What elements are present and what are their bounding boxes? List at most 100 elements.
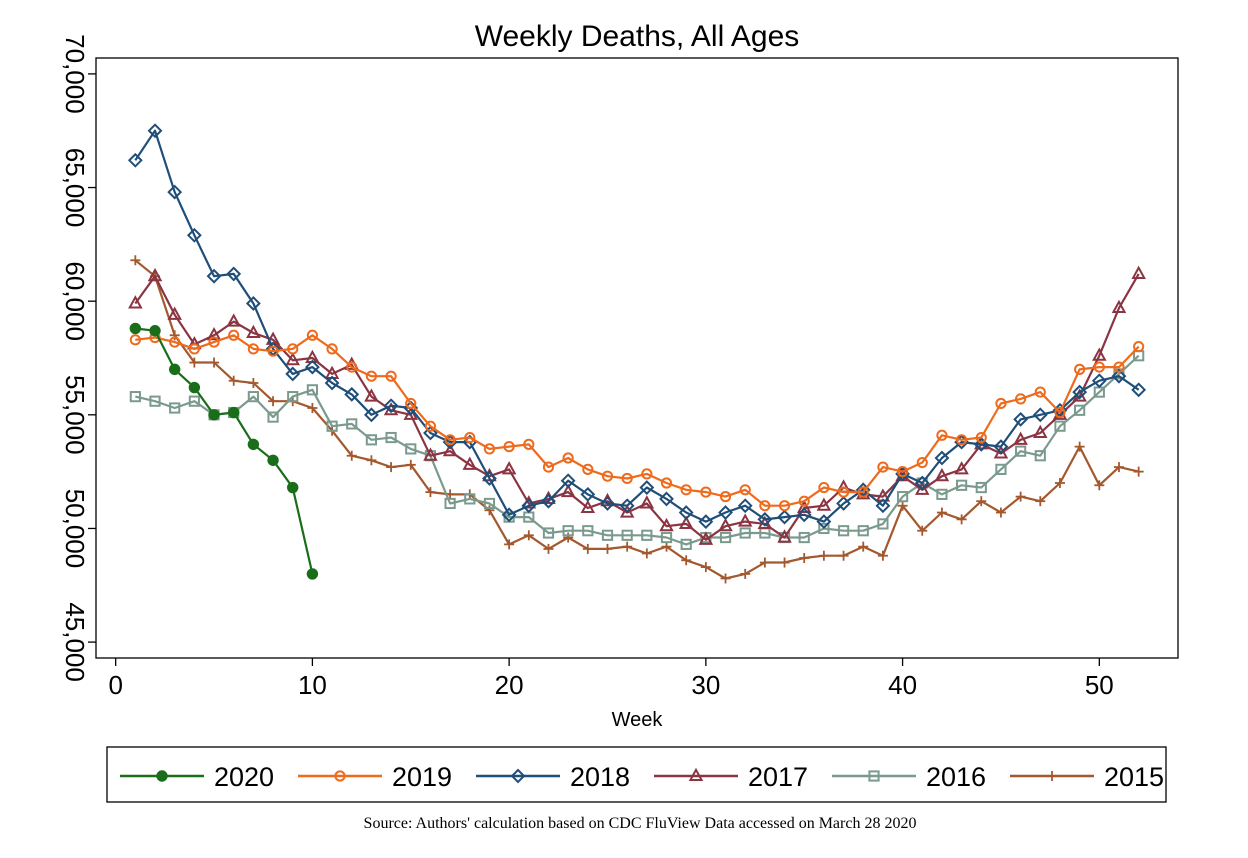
point-2018-week-36 bbox=[816, 514, 832, 530]
point-2017-week-30 bbox=[698, 531, 714, 545]
point-2019-week-31 bbox=[719, 491, 732, 503]
point-2015-week-6 bbox=[228, 375, 239, 386]
point-2020-week-8 bbox=[267, 454, 279, 466]
point-2016-week-47 bbox=[1034, 450, 1046, 462]
y-tick-label: 70,000 bbox=[60, 34, 90, 114]
point-2015-week-24 bbox=[582, 543, 593, 554]
point-2017-week-34 bbox=[777, 529, 792, 543]
series-line-2016 bbox=[135, 354, 1140, 546]
point-2019-week-9 bbox=[287, 343, 299, 355]
point-2017-week-29 bbox=[678, 515, 694, 529]
point-2017-week-3 bbox=[167, 306, 182, 320]
point-2015-week-39 bbox=[877, 550, 888, 561]
point-2016-week-37 bbox=[837, 525, 850, 537]
point-2015-week-5 bbox=[209, 357, 220, 368]
point-2018-week-23 bbox=[560, 473, 576, 489]
point-2016-week-9 bbox=[287, 391, 299, 403]
point-2018-week-16 bbox=[423, 425, 438, 441]
point-2018-week-42 bbox=[934, 450, 950, 466]
point-2019-week-23 bbox=[562, 452, 574, 464]
legend-item-2017: 2017 bbox=[654, 762, 808, 792]
point-2016-week-26 bbox=[621, 529, 633, 541]
point-2015-week-47 bbox=[1035, 496, 1046, 507]
point-2020-week-4 bbox=[188, 381, 201, 394]
point-2015-week-44 bbox=[976, 496, 987, 507]
point-2017-week-16 bbox=[423, 447, 438, 461]
point-2017-week-43 bbox=[954, 461, 969, 475]
y-tick-label: 60,000 bbox=[60, 261, 90, 341]
point-2016-week-42 bbox=[936, 488, 948, 500]
point-2019-week-52 bbox=[1133, 341, 1145, 353]
point-2019-week-51 bbox=[1113, 361, 1125, 373]
point-2018-week-35 bbox=[796, 507, 812, 523]
point-2020-week-9 bbox=[287, 481, 299, 494]
point-2016-week-27 bbox=[641, 529, 653, 541]
point-2015-week-15 bbox=[405, 459, 416, 470]
point-2019-week-49 bbox=[1074, 363, 1086, 375]
point-2016-week-32 bbox=[739, 527, 751, 539]
point-2015-week-37 bbox=[838, 550, 849, 561]
point-2018-week-32 bbox=[737, 498, 753, 514]
point-2015-week-34 bbox=[779, 557, 790, 568]
point-2020-week-1 bbox=[129, 322, 142, 335]
point-2019-week-28 bbox=[660, 477, 673, 489]
point-2018-week-12 bbox=[344, 386, 360, 402]
point-2017-week-36 bbox=[816, 497, 832, 511]
point-2015-week-32 bbox=[740, 568, 751, 579]
point-2016-week-35 bbox=[798, 531, 810, 544]
point-2017-week-15 bbox=[403, 406, 419, 420]
point-2017-week-35 bbox=[796, 499, 812, 514]
x-tick-label: 10 bbox=[298, 670, 327, 700]
legend-swatch-marker bbox=[510, 768, 526, 784]
point-2017-week-5 bbox=[206, 326, 222, 341]
point-2015-week-10 bbox=[307, 403, 318, 413]
x-axis: 0 10 20 30 40 50 bbox=[108, 658, 1114, 700]
point-2018-week-28 bbox=[659, 491, 674, 507]
point-2015-week-31 bbox=[720, 573, 731, 584]
point-2017-week-50 bbox=[1092, 347, 1107, 361]
point-2017-week-27 bbox=[639, 495, 655, 509]
point-2019-week-7 bbox=[247, 343, 259, 355]
point-2015-week-41 bbox=[917, 525, 928, 536]
point-2015-week-26 bbox=[622, 541, 633, 552]
point-2020-week-2 bbox=[149, 325, 161, 337]
point-2018-week-39 bbox=[875, 498, 891, 514]
legend-label: 2016 bbox=[926, 762, 986, 792]
point-2016-week-1 bbox=[129, 391, 141, 403]
point-2017-week-26 bbox=[619, 504, 635, 518]
point-2018-week-10 bbox=[304, 359, 320, 375]
point-2018-week-14 bbox=[383, 398, 399, 414]
source-note: Source: Authors' calculation based on CD… bbox=[364, 815, 917, 832]
point-2018-week-3 bbox=[167, 184, 183, 200]
point-2015-week-52 bbox=[1133, 466, 1144, 477]
point-2019-week-6 bbox=[228, 329, 240, 341]
point-2019-week-19 bbox=[483, 443, 496, 455]
series-line-2020 bbox=[135, 327, 314, 575]
point-2016-week-44 bbox=[975, 481, 987, 494]
point-2016-week-11 bbox=[326, 420, 338, 432]
point-2015-week-25 bbox=[602, 543, 613, 554]
point-2018-week-30 bbox=[698, 514, 714, 530]
point-2019-week-43 bbox=[956, 434, 968, 446]
point-2018-week-4 bbox=[186, 227, 202, 243]
point-2018-week-25 bbox=[600, 496, 615, 511]
point-2015-week-27 bbox=[641, 548, 652, 559]
legend-swatch-marker bbox=[688, 767, 704, 782]
legend-item-2016: 2016 bbox=[832, 762, 986, 792]
point-2018-week-27 bbox=[639, 480, 655, 495]
point-2015-week-30 bbox=[700, 562, 711, 573]
point-2017-week-13 bbox=[364, 388, 379, 402]
point-2016-week-46 bbox=[1015, 445, 1027, 457]
point-2018-week-34 bbox=[777, 509, 792, 525]
point-2015-week-16 bbox=[425, 487, 436, 498]
point-2019-week-24 bbox=[582, 463, 594, 475]
point-2018-week-9 bbox=[285, 366, 301, 382]
point-2015-week-12 bbox=[346, 450, 357, 461]
point-2016-week-38 bbox=[857, 525, 869, 537]
point-2015-week-29 bbox=[681, 555, 692, 566]
point-2016-week-8 bbox=[267, 411, 279, 423]
point-2015-week-51 bbox=[1113, 462, 1124, 473]
point-2019-week-16 bbox=[424, 420, 437, 432]
point-2020-week-3 bbox=[168, 363, 181, 376]
point-2019-week-18 bbox=[464, 431, 476, 444]
